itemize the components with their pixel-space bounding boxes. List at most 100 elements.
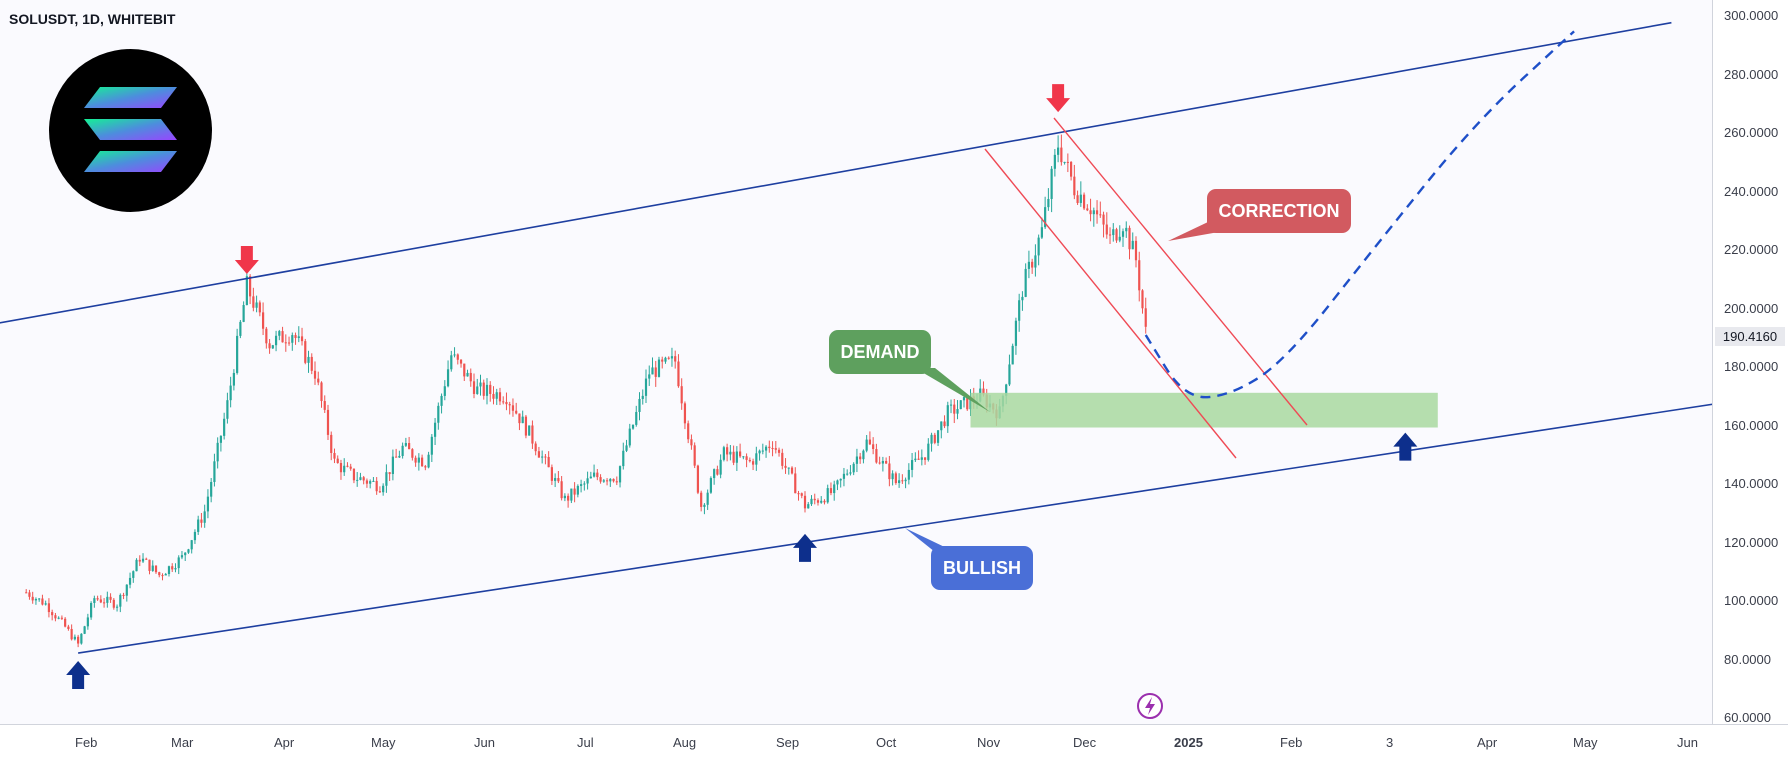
candle-body — [278, 331, 281, 336]
x-tick-label: Dec — [1073, 735, 1097, 750]
y-tick-label: 80.0000 — [1724, 652, 1771, 667]
candle-body — [881, 461, 884, 464]
candle-body — [1047, 198, 1050, 208]
candle-body — [703, 504, 706, 507]
projected-path — [1144, 30, 1575, 399]
candle-body — [317, 378, 320, 383]
candle-body — [930, 434, 933, 444]
candle-body — [437, 405, 440, 423]
candle-body — [1108, 234, 1112, 236]
x-tick-label: Mar — [171, 735, 194, 750]
candle-body — [862, 450, 865, 460]
candle-body — [171, 566, 174, 570]
candle-body — [216, 442, 219, 462]
candle-body — [333, 452, 336, 459]
candle-body — [1040, 227, 1043, 238]
candle-body — [1005, 384, 1008, 396]
candle-body — [777, 449, 781, 453]
candle-body — [794, 473, 797, 494]
candle-body — [446, 369, 450, 387]
candle-body — [369, 481, 372, 484]
candle-body — [784, 465, 787, 468]
candle-body — [813, 498, 816, 501]
time-axis[interactable] — [0, 724, 1788, 759]
candle-body — [622, 450, 625, 467]
x-tick-label: Oct — [876, 735, 897, 750]
candle-body — [180, 555, 184, 558]
candle-body — [414, 457, 417, 463]
candle-body — [755, 453, 758, 465]
candle-body — [1060, 147, 1063, 163]
candle-body — [1079, 194, 1082, 203]
y-tick-label: 180.0000 — [1724, 359, 1779, 374]
candle-body — [125, 584, 128, 596]
candle-body — [356, 479, 359, 481]
candle-body — [1102, 214, 1105, 225]
candle-body — [541, 456, 544, 458]
candle-body — [729, 451, 732, 455]
candle-body — [320, 382, 323, 402]
candle-body — [492, 393, 495, 399]
candle-body — [680, 386, 683, 404]
candle-body — [249, 276, 252, 297]
candle-body — [560, 481, 563, 499]
candle-body — [1024, 268, 1027, 297]
candle-body — [372, 480, 375, 482]
candle-body — [219, 435, 223, 443]
candle-body — [119, 594, 122, 607]
y-tick-label: 280.0000 — [1724, 67, 1779, 82]
candle-body — [547, 456, 550, 468]
candle-body — [742, 456, 745, 458]
candle-body — [1105, 224, 1108, 235]
candle-body — [505, 402, 508, 405]
price-axis[interactable] — [1712, 0, 1788, 724]
candle-body — [313, 370, 317, 379]
candle-body — [1018, 300, 1021, 321]
candle-body — [466, 372, 469, 377]
candle-body — [872, 444, 875, 450]
candle-body — [894, 473, 897, 484]
candle-body — [589, 476, 592, 479]
candle-body — [268, 343, 271, 349]
candle-body — [239, 321, 242, 336]
candle-body — [1050, 168, 1053, 199]
candle-body — [411, 449, 414, 458]
candle-body — [375, 480, 378, 492]
lightning-glyph — [1145, 697, 1155, 715]
candle-body — [518, 413, 521, 424]
candle-body — [352, 468, 356, 481]
candle-body — [469, 372, 472, 382]
candle-body — [761, 450, 764, 452]
candle-body — [836, 480, 839, 485]
candle-body — [252, 296, 255, 308]
x-tick-label: May — [371, 735, 396, 750]
candle-body — [433, 422, 437, 437]
candle-body — [696, 465, 700, 493]
candle-body — [138, 559, 141, 562]
candle-body — [515, 410, 518, 414]
candle-body — [956, 409, 959, 414]
candle-body — [674, 356, 677, 362]
candle-body — [917, 458, 920, 460]
candle-body — [365, 480, 369, 484]
candle-body — [803, 495, 807, 509]
candle-body — [771, 448, 774, 450]
candle-body — [829, 488, 833, 494]
candle-body — [982, 388, 985, 395]
candle-body — [706, 492, 709, 505]
candle-body — [258, 302, 261, 313]
solana-logo-icon — [84, 87, 177, 172]
candle-body — [304, 341, 307, 363]
candle-body — [531, 425, 534, 444]
candle-body — [148, 559, 151, 571]
candle-body — [709, 478, 712, 493]
candle-body — [485, 384, 489, 396]
candle-body — [732, 451, 735, 463]
candle-body — [1008, 364, 1011, 385]
candles — [25, 134, 1147, 648]
candle-body — [245, 276, 248, 306]
candle-body — [690, 439, 693, 446]
candle-body — [787, 467, 790, 469]
candle-body — [164, 573, 167, 576]
